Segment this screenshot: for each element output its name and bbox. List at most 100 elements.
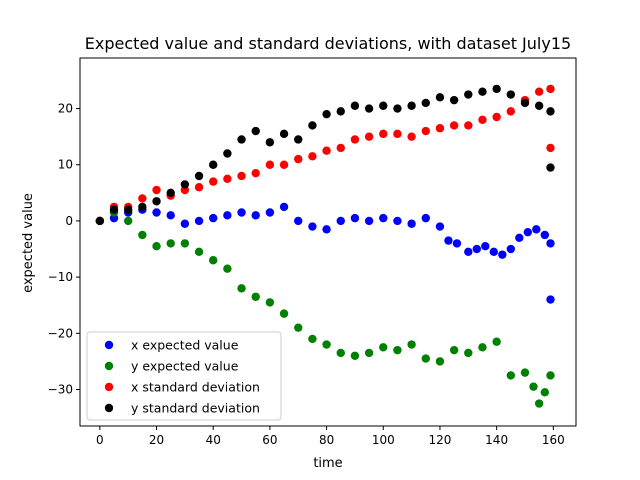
legend-label: y expected value — [131, 359, 239, 374]
data-point — [223, 149, 232, 158]
data-point — [506, 371, 516, 380]
legend-label: y standard deviation — [131, 401, 260, 416]
data-point — [546, 84, 555, 94]
data-point — [520, 98, 530, 108]
data-point — [123, 216, 133, 226]
data-point — [523, 227, 533, 237]
data-point — [435, 124, 445, 133]
data-point — [492, 84, 501, 94]
x-tick-label: 100 — [372, 433, 395, 447]
data-point — [435, 357, 445, 366]
data-point — [492, 112, 501, 122]
data-point — [265, 208, 275, 217]
data-point — [435, 93, 445, 102]
data-point — [350, 351, 360, 360]
data-point — [435, 222, 445, 231]
data-point — [364, 348, 374, 358]
x-tick-label: 0 — [96, 433, 104, 447]
data-point — [449, 345, 459, 355]
data-point — [421, 98, 430, 108]
data-point — [449, 121, 459, 130]
data-point — [506, 90, 516, 99]
y-tick-label: −20 — [48, 326, 73, 340]
data-point — [180, 239, 190, 248]
x-tick-label: 20 — [149, 433, 164, 447]
data-point — [364, 104, 374, 113]
data-point — [532, 225, 541, 234]
data-point — [534, 101, 544, 110]
data-point — [265, 138, 275, 147]
data-point — [393, 216, 402, 226]
data-point — [237, 284, 246, 293]
y-tick-label: −30 — [48, 382, 73, 396]
data-point — [464, 121, 473, 130]
data-point — [308, 334, 317, 344]
y-tick-label: 10 — [58, 158, 73, 172]
data-point — [237, 208, 246, 217]
data-point — [478, 115, 487, 125]
data-point — [265, 160, 275, 169]
data-point — [322, 340, 331, 349]
data-point — [407, 219, 416, 228]
data-point — [308, 152, 317, 161]
data-point — [279, 309, 289, 318]
data-point — [194, 171, 204, 181]
data-point — [481, 242, 490, 251]
data-point — [237, 135, 246, 144]
data-point — [529, 382, 538, 391]
data-point — [138, 230, 147, 240]
data-point — [279, 129, 289, 139]
data-point — [223, 174, 232, 183]
x-tick-label: 160 — [542, 433, 565, 447]
data-point — [393, 345, 402, 355]
y-tick-label: −10 — [48, 270, 73, 284]
data-point — [444, 236, 453, 245]
data-point — [336, 348, 345, 358]
data-point — [194, 216, 204, 226]
data-point — [166, 239, 175, 248]
data-point — [546, 107, 555, 116]
data-point — [546, 163, 555, 172]
data-point — [546, 295, 555, 304]
data-point — [223, 211, 232, 220]
data-point — [336, 216, 345, 226]
data-point — [223, 264, 232, 273]
data-point — [308, 121, 317, 130]
data-point — [546, 143, 555, 153]
data-point — [393, 104, 402, 113]
data-point — [546, 239, 555, 248]
data-point — [152, 185, 161, 195]
data-point — [138, 202, 147, 212]
axes: 0 20 40 60 80 100 120 140 160 −30 −20 −10 0 10 20 — [48, 57, 577, 447]
data-point — [336, 143, 345, 153]
data-point — [478, 343, 487, 352]
data-point — [180, 219, 190, 228]
data-point — [194, 183, 204, 192]
legend-label: x expected value — [131, 338, 239, 353]
data-point — [237, 171, 246, 181]
data-point — [478, 87, 487, 96]
legend-box — [86, 331, 282, 421]
data-point — [123, 205, 133, 214]
data-point — [379, 129, 388, 139]
data-point — [336, 107, 345, 116]
data-point — [265, 298, 275, 307]
data-point — [294, 323, 303, 332]
chart-title: Expected value and standard deviations, … — [85, 34, 571, 53]
data-point — [506, 107, 516, 116]
data-point — [472, 244, 481, 254]
data-point — [546, 371, 555, 380]
data-point — [294, 135, 303, 144]
data-point — [251, 211, 260, 220]
x-tick-label: 120 — [429, 433, 452, 447]
data-point — [209, 256, 218, 265]
data-point — [492, 337, 501, 346]
data-point — [209, 177, 218, 186]
data-point — [534, 399, 544, 408]
data-point — [421, 354, 430, 363]
legend-marker — [104, 361, 114, 371]
data-point — [194, 247, 204, 257]
data-point — [322, 109, 331, 119]
data-point — [322, 146, 331, 155]
